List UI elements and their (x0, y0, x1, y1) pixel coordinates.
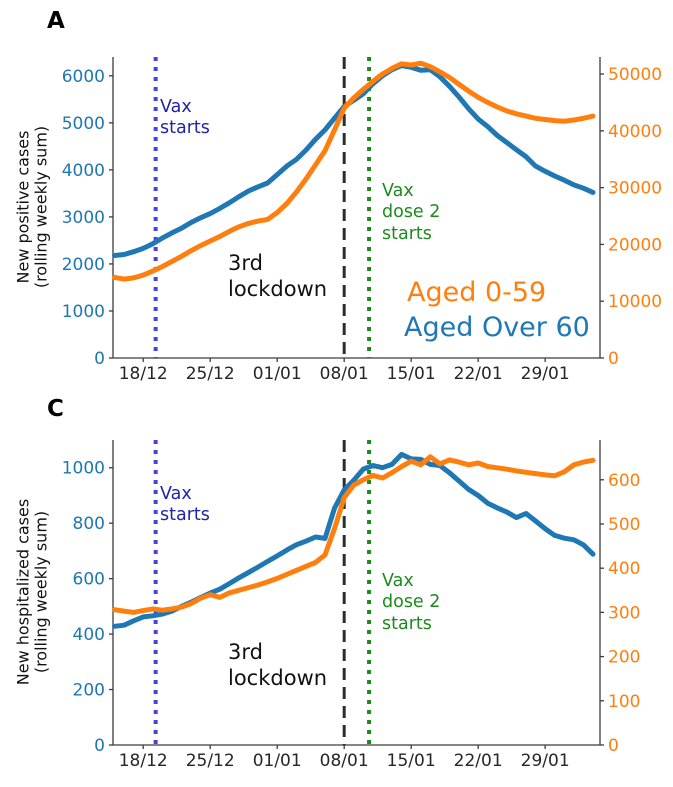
series-aged-0-59 (112, 454, 596, 615)
x-tick-label: 29/01 (521, 364, 570, 384)
x-tick-label: 08/01 (320, 751, 369, 771)
panel-c-dose2-annotation: Vax dose 2 starts (382, 571, 441, 634)
left-tick-label: 0 (94, 736, 105, 756)
left-tick-label: 600 (73, 570, 105, 590)
left-tick-label: 400 (73, 625, 105, 645)
panel-a-lockdown-annotation: 3rd lockdown (228, 251, 328, 301)
legend-aged-0-59: Aged 0-59 (407, 277, 547, 308)
panel-a-letter: A (47, 8, 65, 34)
panel-a-vax-starts-annotation: Vax starts (160, 97, 210, 139)
x-tick-label: 22/01 (454, 751, 503, 771)
panel-c-lockdown-annotation: 3rd lockdown (228, 640, 328, 690)
x-tick-label: 29/01 (521, 751, 570, 771)
right-tick-label: 500 (608, 515, 640, 535)
series-aged-over-60 (112, 451, 596, 629)
series-aged-0-59 (112, 60, 596, 282)
right-tick-label: 100 (608, 692, 640, 712)
right-tick-label: 50000 (608, 65, 662, 85)
x-tick-label: 18/12 (119, 364, 168, 384)
left-tick-label: 2000 (62, 255, 105, 275)
right-tick-label: 40000 (608, 122, 662, 142)
panel-a-ylabel: New positive cases (rolling weekly sum) (13, 125, 51, 289)
right-tick-label: 0 (608, 736, 619, 756)
x-tick-label: 18/12 (119, 751, 168, 771)
x-tick-label: 22/01 (454, 364, 503, 384)
panel-c-ylabel: New hospitalized cases (rolling weekly s… (13, 498, 51, 686)
left-tick-label: 6000 (62, 67, 105, 87)
left-tick-label: 5000 (62, 114, 105, 134)
left-tick-label: 4000 (62, 161, 105, 181)
left-tick-label: 800 (73, 514, 105, 534)
series-aged-over-60 (112, 63, 596, 258)
x-tick-label: 25/12 (186, 364, 235, 384)
left-tick-label: 0 (94, 349, 105, 369)
x-tick-label: 25/12 (186, 751, 235, 771)
left-tick-label: 3000 (62, 208, 105, 228)
x-tick-label: 01/01 (253, 751, 302, 771)
left-tick-label: 200 (73, 681, 105, 701)
right-tick-label: 0 (608, 349, 619, 369)
x-tick-label: 15/01 (387, 364, 436, 384)
right-tick-label: 600 (608, 471, 640, 491)
right-tick-label: 200 (608, 648, 640, 668)
panel-c-letter: C (47, 396, 64, 422)
right-tick-label: 30000 (608, 179, 662, 199)
x-tick-label: 15/01 (387, 751, 436, 771)
right-tick-label: 20000 (608, 235, 662, 255)
left-tick-label: 1000 (62, 302, 105, 322)
panel-a-dose2-annotation: Vax dose 2 starts (382, 181, 441, 244)
right-tick-label: 400 (608, 559, 640, 579)
right-tick-label: 10000 (608, 292, 662, 312)
panel-c-vax-starts-annotation: Vax starts (160, 484, 210, 526)
right-tick-label: 300 (608, 603, 640, 623)
left-tick-label: 1000 (62, 459, 105, 479)
x-tick-label: 08/01 (320, 364, 369, 384)
legend-aged-over-60: Aged Over 60 (404, 312, 590, 343)
x-tick-label: 01/01 (253, 364, 302, 384)
